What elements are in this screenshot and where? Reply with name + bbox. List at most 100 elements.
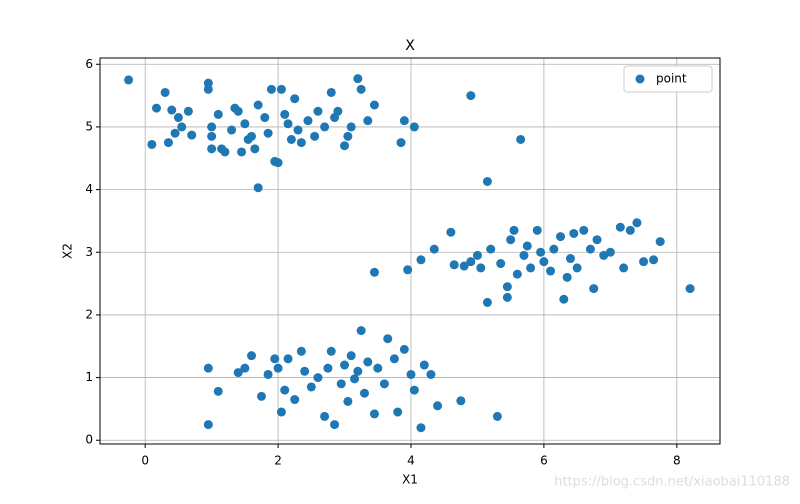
point	[549, 244, 559, 254]
point	[446, 227, 456, 237]
point	[572, 263, 582, 273]
point	[359, 388, 369, 398]
y-tick-label: 6	[85, 57, 93, 71]
point	[233, 106, 243, 116]
point	[519, 250, 529, 260]
point	[333, 106, 343, 116]
point	[276, 84, 286, 94]
point	[585, 244, 595, 254]
point	[320, 411, 330, 421]
point	[177, 122, 187, 132]
point	[273, 363, 283, 373]
point	[203, 363, 213, 373]
point	[502, 282, 512, 292]
watermark: https://blog.csdn.net/xiaobai110188	[554, 475, 790, 490]
point	[296, 346, 306, 356]
point	[399, 344, 409, 354]
point	[516, 134, 526, 144]
point	[556, 232, 566, 242]
y-tick-label: 4	[85, 182, 93, 196]
point	[399, 116, 409, 126]
point	[522, 241, 532, 251]
point	[266, 84, 276, 94]
x-tick-label: 0	[141, 454, 149, 468]
point	[203, 84, 213, 94]
point	[476, 263, 486, 273]
y-tick-label: 5	[85, 119, 93, 133]
point	[486, 244, 496, 254]
point	[203, 420, 213, 430]
point	[163, 138, 173, 148]
point	[393, 407, 403, 417]
point	[147, 139, 157, 149]
point	[456, 396, 466, 406]
point	[283, 119, 293, 129]
point	[389, 354, 399, 364]
point	[353, 74, 363, 84]
point	[655, 237, 665, 247]
point	[433, 401, 443, 411]
point	[396, 138, 406, 148]
point	[250, 144, 260, 154]
point	[346, 351, 356, 361]
point	[526, 263, 536, 273]
legend-label: point	[656, 72, 687, 86]
point	[449, 260, 459, 270]
point	[207, 131, 217, 141]
point	[383, 334, 393, 344]
point	[290, 94, 300, 104]
x-axis-label: X1	[402, 473, 418, 487]
point	[330, 420, 340, 430]
point	[183, 106, 193, 116]
point	[649, 255, 659, 265]
point	[379, 379, 389, 389]
point	[276, 407, 286, 417]
point	[253, 183, 263, 193]
point	[303, 116, 313, 126]
x-tick-label: 6	[540, 454, 548, 468]
point	[373, 363, 383, 373]
point	[472, 250, 482, 260]
point	[260, 113, 270, 123]
point	[320, 122, 330, 132]
point	[409, 122, 419, 132]
point	[313, 373, 323, 383]
point	[512, 269, 522, 279]
point	[207, 144, 217, 154]
point	[546, 266, 556, 276]
point	[263, 128, 273, 138]
point	[363, 357, 373, 367]
point	[340, 360, 350, 370]
point	[565, 254, 575, 264]
point	[482, 176, 492, 186]
point	[220, 147, 230, 157]
point	[466, 257, 476, 267]
point	[283, 354, 293, 364]
point	[237, 147, 247, 157]
point	[632, 218, 642, 228]
point	[270, 354, 280, 364]
point	[615, 222, 625, 232]
point	[685, 284, 695, 294]
point	[369, 409, 379, 419]
point	[496, 259, 506, 269]
point	[203, 78, 213, 88]
point	[639, 257, 649, 267]
x-tick-label: 2	[274, 454, 282, 468]
point	[369, 267, 379, 277]
point	[482, 297, 492, 307]
point	[240, 119, 250, 129]
point	[173, 113, 183, 123]
point	[273, 158, 283, 168]
point	[605, 247, 615, 257]
point	[579, 225, 589, 235]
point	[300, 366, 310, 376]
point	[406, 369, 416, 379]
point	[416, 255, 426, 265]
point	[369, 100, 379, 110]
plot-frame	[99, 57, 721, 445]
legend-marker	[635, 74, 645, 84]
point	[247, 351, 257, 361]
point	[207, 122, 217, 132]
point	[346, 122, 356, 132]
